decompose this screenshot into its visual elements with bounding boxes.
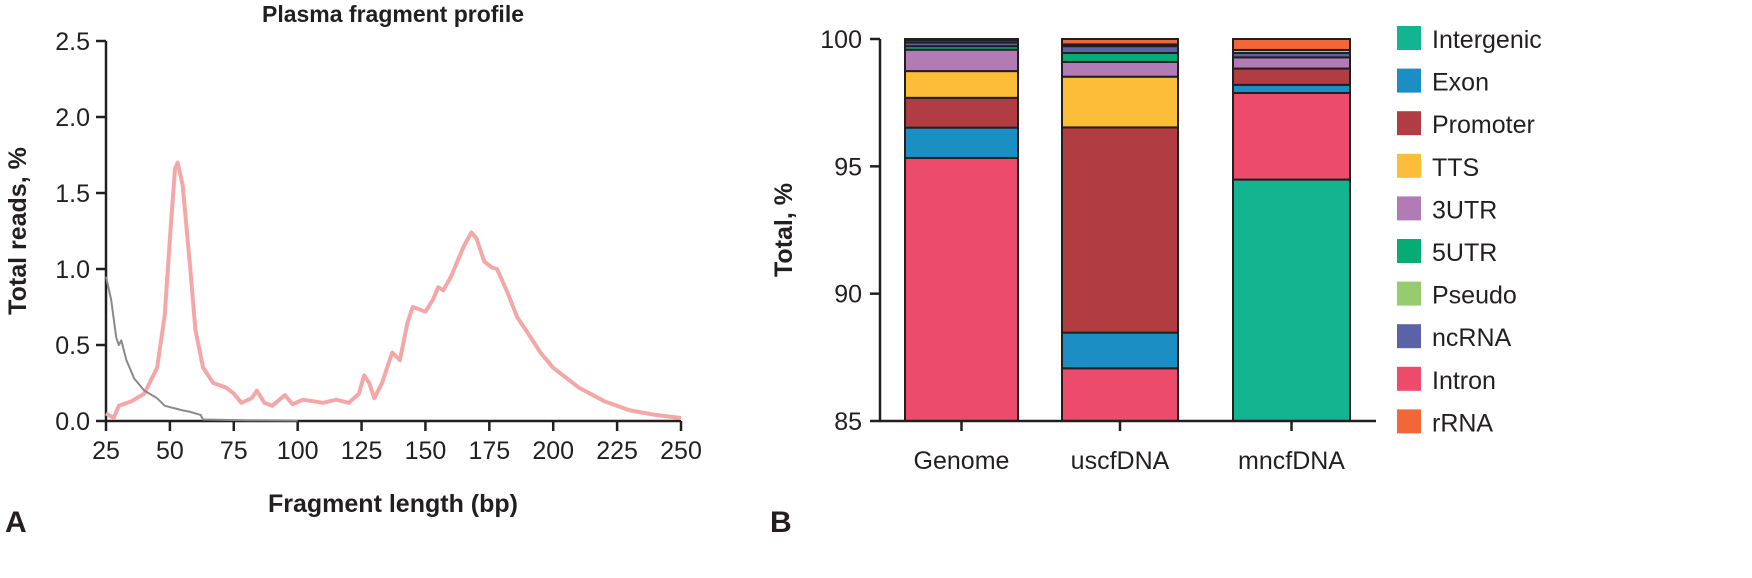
legend-swatch	[1397, 324, 1421, 349]
bar-segment-Exon	[1232, 83, 1351, 94]
legend-label: rRNA	[1432, 409, 1493, 437]
legend-label: Exon	[1432, 69, 1489, 97]
panel-label-b: B	[770, 506, 792, 539]
legend-swatch	[1397, 26, 1421, 50]
x-tick-label: 50	[156, 437, 184, 465]
x-tick-label: 25	[92, 437, 120, 465]
chart-title: Plasma fragment profile	[262, 1, 524, 27]
legend-swatch	[1397, 111, 1421, 136]
legend-label: Intergenic	[1432, 26, 1542, 54]
legend-item-ncRNA: ncRNA	[1397, 324, 1512, 352]
x-axis-label: Fragment length (bp)	[268, 490, 518, 518]
axes: 85 90 95 100	[820, 26, 1376, 436]
x-tick-label: 75	[220, 437, 248, 465]
bar-segment-Promoter	[1232, 67, 1351, 86]
bar-segment-Intergenic	[1232, 178, 1351, 422]
bar-segment-TTS	[1061, 75, 1179, 129]
panel-label-a: A	[5, 506, 27, 539]
y-tick-label: 1.0	[55, 256, 90, 284]
legend-swatch	[1397, 281, 1421, 306]
bar-segment-3UTR	[904, 48, 1019, 73]
legend-item-Intron: Intron	[1397, 366, 1496, 395]
legend-swatch	[1397, 239, 1421, 263]
x-tick-label: 125	[341, 437, 383, 465]
x-tick-label: 150	[405, 437, 447, 465]
series-line-gray	[105, 276, 298, 422]
legend-label: Promoter	[1432, 111, 1535, 139]
legend-label: Pseudo	[1432, 282, 1517, 310]
y-tick-label: 95	[834, 153, 862, 181]
legend-item-Pseudo: Pseudo	[1397, 281, 1517, 310]
bar-segment-Intron	[1061, 367, 1179, 422]
legend-swatch	[1397, 409, 1421, 434]
panel-b-stacked-bar-chart: B Total, % Genome uscfDNA mncfDNA 85 90 95 10…	[770, 26, 1542, 539]
bar-segment-Intron	[904, 156, 1019, 423]
legend-swatch	[1397, 153, 1421, 178]
x-tick-label: 225	[596, 437, 638, 465]
bar-segment-Intron	[1232, 91, 1351, 181]
x-tick-label: 175	[468, 437, 510, 465]
legend-label: ncRNA	[1432, 324, 1512, 352]
x-tick-label: mncfDNA	[1238, 447, 1345, 475]
legend-swatch	[1397, 366, 1421, 391]
legend-label: 5UTR	[1432, 239, 1497, 267]
bar-segment-3UTR	[1232, 56, 1351, 70]
series-line-pink	[104, 160, 682, 420]
x-tick-label: 100	[277, 437, 319, 465]
bar-segment-rRNA	[1061, 38, 1179, 46]
legend-label: 3UTR	[1432, 196, 1497, 224]
series-lines	[104, 160, 682, 422]
legend-item-Promoter: Promoter	[1397, 111, 1535, 139]
legend-swatch	[1397, 68, 1421, 93]
bar-uscfDNA	[1061, 38, 1179, 422]
x-tick-label: Genome	[914, 447, 1010, 475]
bar-segment-Exon	[1061, 331, 1179, 370]
y-tick-label: 90	[834, 281, 862, 309]
bar-segment-rRNA	[904, 38, 1019, 42]
legend-item-rRNA: rRNA	[1397, 409, 1493, 437]
y-tick-label: 2.0	[55, 104, 90, 132]
bar-segment-ncRNA	[1061, 45, 1179, 55]
bar-segment-Promoter	[904, 96, 1019, 129]
x-tick-label: uscfDNA	[1071, 447, 1170, 475]
x-tick-label: 200	[532, 437, 574, 465]
bar-segment-TTS	[904, 70, 1019, 99]
bar-segment-Exon	[904, 126, 1019, 159]
y-axis-label: Total reads, %	[4, 147, 32, 315]
legend-item-TTS: TTS	[1397, 153, 1479, 182]
bar-mncfDNA	[1232, 38, 1351, 422]
panel-a-line-chart: Plasma fragment profile A Fragment lengt…	[4, 1, 702, 539]
legend-item-Exon: Exon	[1397, 68, 1489, 97]
y-tick-label: 1.5	[55, 180, 90, 208]
y-tick-label: 2.5	[55, 28, 90, 56]
bars: Genome uscfDNA mncfDNA	[904, 38, 1351, 475]
bar-segment-rRNA	[1232, 38, 1351, 51]
legend: Intergenic Exon Promoter TTS 3UTR 5UTR Pseudo n…	[1397, 26, 1542, 437]
legend-item-3UTR: 3UTR	[1397, 196, 1497, 224]
legend-item-Intergenic: Intergenic	[1397, 26, 1542, 54]
legend-label: TTS	[1432, 154, 1479, 182]
y-axis-label: Total, %	[770, 183, 798, 277]
bar-segment-5UTR	[1061, 52, 1179, 63]
bar-Genome	[904, 38, 1019, 423]
bar-segment-Promoter	[1061, 126, 1179, 334]
legend-item-5UTR: 5UTR	[1397, 239, 1497, 267]
x-tick-label: 250	[660, 437, 702, 465]
legend-label: Intron	[1432, 367, 1496, 395]
y-tick-label: 0.0	[55, 408, 90, 436]
y-tick-label: 100	[820, 26, 862, 54]
y-tick-label: 85	[834, 408, 862, 436]
axes: 0.0 0.5 1.0 1.5 2.0 2.5 25 50 75 100 125 150 175 200 2…	[55, 28, 702, 465]
y-tick-label: 0.5	[55, 332, 90, 360]
legend-swatch	[1397, 196, 1421, 221]
bar-segment-3UTR	[1061, 60, 1179, 78]
